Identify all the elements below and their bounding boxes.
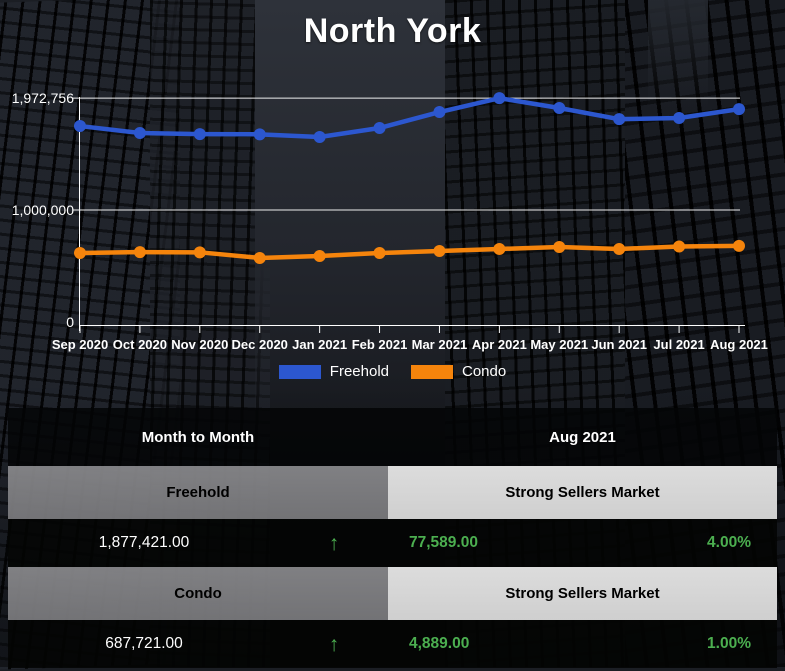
svg-text:Jul 2021: Jul 2021 [653, 337, 704, 352]
svg-text:Aug 2021: Aug 2021 [710, 337, 768, 352]
freehold-name-cell: Freehold [8, 466, 388, 519]
legend-label: Condo [462, 363, 507, 380]
table-row-condo-values: 687,721.00 ↑ 4,889.00 1.00% [8, 620, 777, 668]
svg-text:Dec 2020: Dec 2020 [232, 337, 288, 352]
condo-color-swatch-icon [411, 364, 453, 379]
market-summary-table: Month to Month Aug 2021 Freehold Strong … [8, 408, 777, 668]
legend-item-freehold: Freehold [278, 363, 389, 380]
cityscape-sky-gap [255, 0, 445, 460]
svg-text:Jan 2021: Jan 2021 [292, 337, 347, 352]
svg-text:Oct 2020: Oct 2020 [113, 337, 167, 352]
freehold-price-change: 77,589.00 [409, 534, 478, 551]
condo-percent-change: 1.00% [707, 635, 751, 652]
chart-legend: Freehold Condo [0, 363, 785, 380]
condo-name-cell: Condo [8, 567, 388, 620]
price-trend-line-chart: 0 1,000,000 1,972,756 Sep 2020 Oct 2020 Nov 2… [12, 90, 768, 352]
table-row-freehold-label: Freehold Strong Sellers Market [8, 466, 777, 519]
legend-label: Freehold [329, 363, 389, 380]
svg-text:1,000,000: 1,000,000 [12, 202, 74, 218]
svg-text:Mar 2021: Mar 2021 [412, 337, 468, 352]
up-arrow-icon: ↑ [328, 632, 340, 656]
page-title: North York [303, 12, 482, 50]
freehold-average-price: 1,877,421.00 [98, 534, 190, 551]
freehold-percent-change: 4.00% [707, 534, 751, 551]
up-arrow-icon: ↑ [328, 531, 340, 555]
condo-price-change: 4,889.00 [409, 635, 470, 652]
table-row-condo-label: Condo Strong Sellers Market [8, 567, 777, 620]
svg-text:1,972,756: 1,972,756 [12, 90, 74, 106]
condo-average-price: 687,721.00 [105, 635, 183, 652]
header-current-month: Aug 2021 [549, 428, 616, 446]
svg-text:Sep 2020: Sep 2020 [52, 337, 108, 352]
table-row-freehold-values: 1,877,421.00 ↑ 77,589.00 4.00% [8, 519, 777, 567]
freehold-market-cell: Strong Sellers Market [388, 466, 777, 519]
svg-text:Feb 2021: Feb 2021 [352, 337, 408, 352]
freehold-color-swatch-icon [278, 364, 321, 379]
svg-text:Apr 2021: Apr 2021 [472, 337, 527, 352]
svg-text:Jun 2021: Jun 2021 [591, 337, 647, 352]
svg-text:0: 0 [66, 314, 74, 330]
legend-item-condo: Condo [411, 363, 506, 380]
table-header-row: Month to Month Aug 2021 [8, 408, 777, 466]
condo-market-cell: Strong Sellers Market [388, 567, 777, 620]
svg-text:May 2021: May 2021 [530, 337, 588, 352]
svg-text:Nov 2020: Nov 2020 [171, 337, 228, 352]
header-month-to-month: Month to Month [141, 428, 255, 446]
